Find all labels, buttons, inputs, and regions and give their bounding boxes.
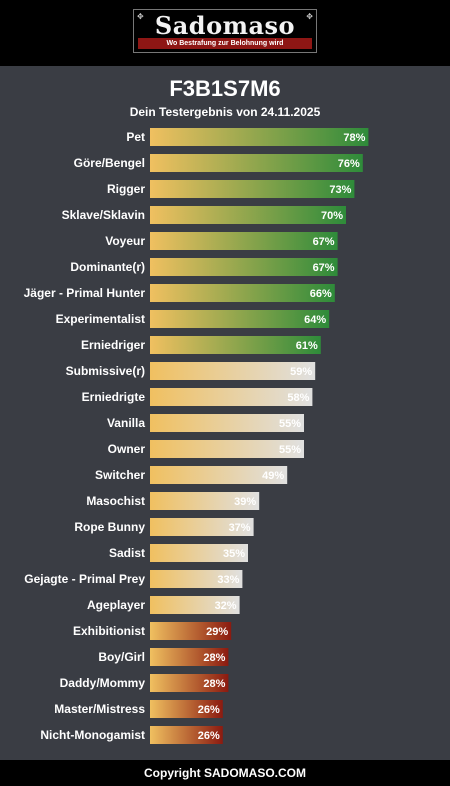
footer-copyright: Copyright SADOMASO.COM [0, 760, 450, 786]
results-bar-chart: Pet 78% Göre/Bengel 76% Rigger 73% Sklave/Skla… [24, 128, 369, 744]
bar-value-label: 49% [262, 470, 284, 482]
result-bar [150, 440, 304, 458]
bar-value-label: 29% [206, 626, 228, 638]
bar-value-label: 32% [215, 600, 237, 612]
bar-category-label: Rigger [107, 182, 145, 196]
logo-title: Sadomaso [154, 11, 296, 40]
bar-value-label: 28% [203, 678, 225, 690]
result-bar [150, 726, 223, 744]
bar-category-label: Experimentalist [56, 312, 145, 326]
bar-value-label: 37% [229, 522, 251, 534]
bar-category-label: Masochist [86, 494, 145, 508]
site-logo[interactable]: ✥ ✥ Sadomaso Wo Bestrafung zur Belohnung… [133, 9, 317, 53]
bar-value-label: 26% [198, 730, 220, 742]
result-bar [150, 128, 369, 146]
result-bar [150, 258, 338, 276]
bar-category-label: Gejagte - Primal Prey [24, 572, 145, 586]
bar-category-label: Exhibitionist [73, 624, 145, 638]
bar-category-label: Erniedrigte [82, 390, 146, 404]
bar-value-label: 35% [223, 548, 245, 560]
bar-category-label: Master/Mistress [54, 702, 145, 716]
result-bar [150, 544, 248, 562]
logo-ornament-icon: ✥ [137, 12, 144, 21]
result-bar [150, 180, 355, 198]
bar-category-label: Switcher [95, 468, 145, 482]
result-bar [150, 466, 288, 484]
bar-value-label: 55% [279, 418, 301, 430]
bar-category-label: Boy/Girl [98, 650, 145, 664]
result-bar [150, 700, 223, 718]
result-bar [150, 674, 229, 692]
bar-value-label: 70% [321, 210, 343, 222]
bar-value-label: 39% [234, 496, 256, 508]
result-bar [150, 232, 338, 250]
bar-value-label: 67% [313, 262, 335, 274]
result-bar [150, 310, 330, 328]
bar-category-label: Dominante(r) [70, 260, 145, 274]
result-bar [150, 414, 304, 432]
result-bar [150, 570, 243, 588]
bar-category-label: Daddy/Mommy [60, 676, 146, 690]
logo-tagline: Wo Bestrafung zur Belohnung wird [138, 38, 312, 49]
page-title: F3B1S7M6 [169, 76, 281, 101]
result-bar [150, 336, 321, 354]
result-bar [150, 284, 335, 302]
bar-category-label: Vanilla [107, 416, 145, 430]
bar-value-label: 64% [304, 314, 326, 326]
bar-category-label: Sadist [109, 546, 145, 560]
page-subtitle: Dein Testergebnis von 24.11.2025 [129, 105, 321, 119]
result-bar [150, 518, 254, 536]
bar-value-label: 59% [290, 366, 312, 378]
bar-value-label: 33% [217, 574, 239, 586]
bar-value-label: 76% [338, 158, 360, 170]
result-bar [150, 154, 363, 172]
logo-ornament-icon: ✥ [306, 12, 313, 21]
result-bar [150, 206, 346, 224]
bar-value-label: 67% [313, 236, 335, 248]
bar-category-label: Sklave/Sklavin [62, 208, 145, 222]
bar-value-label: 61% [296, 340, 318, 352]
bar-category-label: Nicht-Monogamist [40, 728, 145, 742]
bar-value-label: 55% [279, 444, 301, 456]
bar-category-label: Göre/Bengel [74, 156, 145, 170]
bar-value-label: 28% [203, 652, 225, 664]
result-bar [150, 648, 229, 666]
result-bar [150, 388, 313, 406]
bar-category-label: Submissive(r) [66, 364, 145, 378]
result-bar [150, 492, 260, 510]
result-bar [150, 596, 240, 614]
bar-category-label: Voyeur [105, 234, 145, 248]
result-bar [150, 622, 232, 640]
result-bar [150, 362, 316, 380]
bar-value-label: 66% [310, 288, 332, 300]
bar-category-label: Pet [126, 130, 145, 144]
bar-value-label: 73% [329, 184, 351, 196]
bar-value-label: 78% [343, 132, 365, 144]
bar-value-label: 26% [198, 704, 220, 716]
site-header: ✥ ✥ Sadomaso Wo Bestrafung zur Belohnung… [0, 0, 450, 66]
bar-category-label: Erniedriger [81, 338, 145, 352]
bar-value-label: 58% [287, 392, 309, 404]
bar-category-label: Owner [108, 442, 146, 456]
bar-category-label: Rope Bunny [74, 520, 145, 534]
bar-category-label: Jäger - Primal Hunter [24, 286, 146, 300]
bar-category-label: Ageplayer [87, 598, 145, 612]
